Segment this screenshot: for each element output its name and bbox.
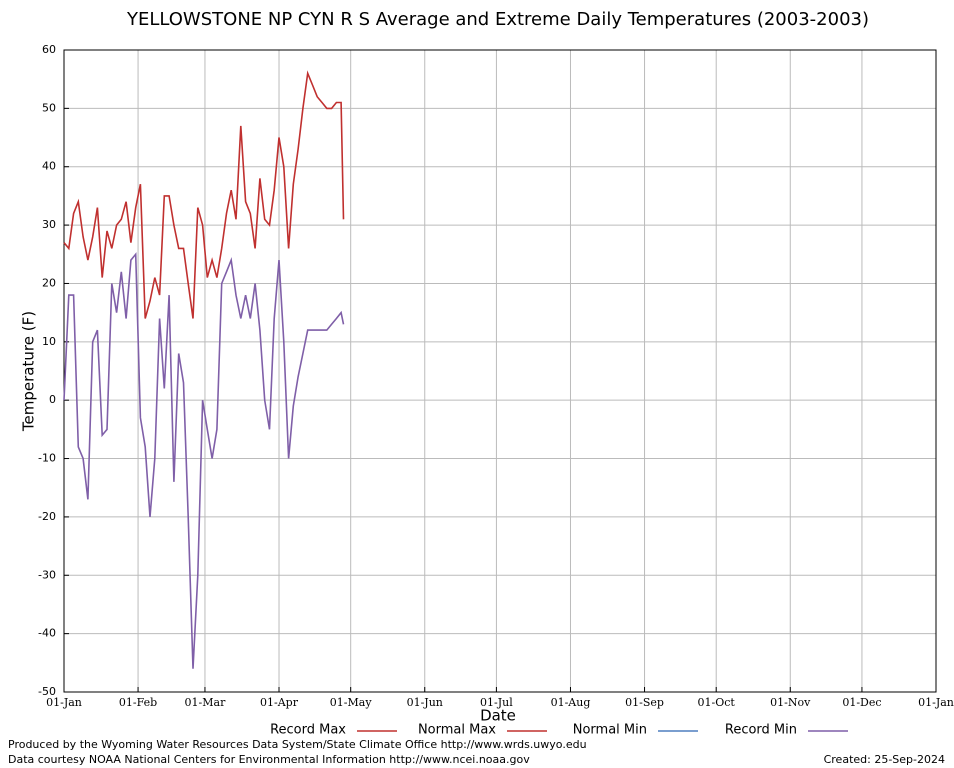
y-tick-label: 0	[49, 393, 56, 406]
footer-text: Created: 25-Sep-2024	[824, 753, 945, 766]
y-tick-label: 10	[42, 335, 56, 348]
y-tick-label: -20	[38, 510, 56, 523]
x-tick-label: 01-Aug	[551, 696, 591, 709]
x-tick-label: 01-Oct	[698, 696, 736, 709]
y-tick-label: -40	[38, 627, 56, 640]
footer-text: Produced by the Wyoming Water Resources …	[8, 738, 587, 751]
chart-title: YELLOWSTONE NP CYN R S Average and Extre…	[126, 9, 869, 30]
x-tick-label: 01-Apr	[260, 696, 299, 709]
data-line	[63, 70, 345, 319]
x-tick-label: 01-Mar	[185, 696, 227, 709]
y-tick-label: 40	[42, 160, 56, 173]
y-tick-label: -10	[38, 452, 56, 465]
legend-label: Record Min	[725, 723, 797, 738]
legend-label: Record Max	[270, 723, 346, 738]
x-tick-label: 01-Jan	[918, 696, 954, 709]
legend-label: Normal Max	[418, 723, 496, 738]
y-tick-label: 50	[42, 101, 56, 114]
y-axis-label: Temperature (F)	[20, 311, 38, 432]
y-tick-label: -30	[38, 568, 56, 581]
x-tick-label: 01-Dec	[842, 696, 881, 709]
x-tick-label: 01-Jul	[480, 696, 513, 709]
plot-frame	[63, 49, 937, 693]
x-tick-label: 01-Jan	[46, 696, 82, 709]
footer-text: Data courtesy NOAA National Centers for …	[8, 753, 530, 766]
y-tick-label: 60	[42, 43, 56, 56]
x-axis-label: Date	[480, 707, 516, 725]
x-tick-label: 01-Nov	[770, 696, 811, 709]
y-tick-label: 30	[42, 218, 56, 231]
x-tick-label: 01-Feb	[119, 696, 157, 709]
legend-label: Normal Min	[573, 723, 647, 738]
x-tick-label: 01-May	[330, 696, 373, 709]
x-tick-label: 01-Sep	[625, 696, 664, 709]
data-line	[63, 252, 345, 669]
y-tick-label: -50	[38, 685, 56, 698]
y-tick-label: 20	[42, 276, 56, 289]
x-tick-label: 01-Jun	[407, 696, 443, 709]
